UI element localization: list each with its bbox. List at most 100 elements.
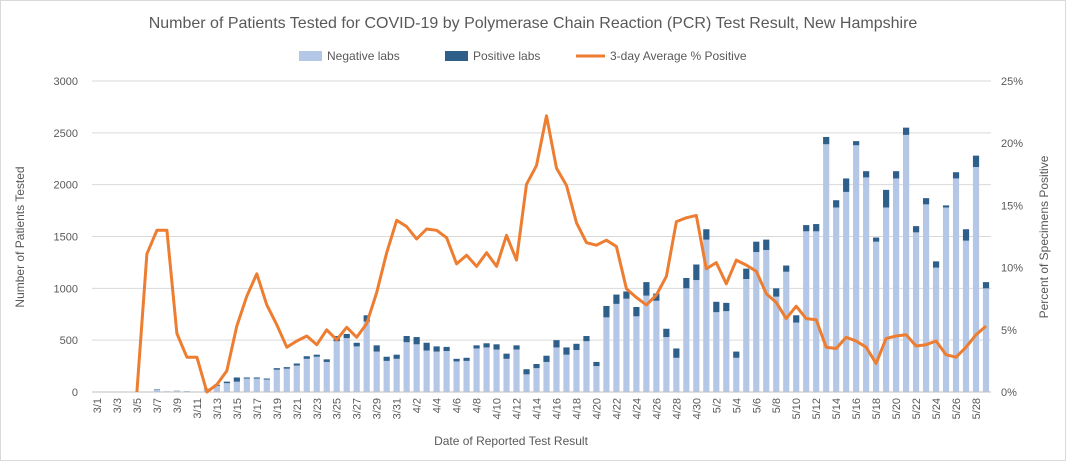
bar-positive (373, 345, 380, 352)
bar-positive (543, 355, 550, 362)
bar-positive (613, 294, 620, 304)
bar-positive (893, 171, 900, 179)
bar-positive (553, 340, 560, 348)
bar-positive (513, 345, 520, 350)
x-tick-label: 5/8 (771, 398, 783, 413)
bar-positive (902, 127, 910, 135)
x-tick-label: 5/20 (891, 398, 903, 419)
bar-positive (533, 364, 540, 369)
x-tick-label: 5/6 (751, 398, 763, 413)
bar-negative (273, 369, 280, 392)
bar-positive (503, 353, 510, 359)
x-axis-title: Date of Reported Test Result (434, 434, 589, 448)
bar-positive (773, 288, 780, 297)
bar-negative (663, 337, 670, 392)
bar-positive (843, 178, 850, 192)
bar-negative (853, 145, 860, 392)
y-axis-right-title: Percent of Specimens Positive (1037, 155, 1051, 318)
x-tick-label: 3/13 (212, 398, 224, 419)
bar-positive (962, 229, 970, 241)
bar-positive (343, 333, 350, 339)
bar-positive (813, 224, 820, 232)
bar-negative (942, 207, 950, 392)
bar-positive (453, 358, 460, 362)
x-tick-label: 5/4 (731, 398, 743, 413)
x-tick-label: 4/20 (591, 398, 603, 419)
bar-negative (353, 346, 360, 392)
bar-negative (413, 344, 420, 392)
bar-negative (583, 341, 590, 392)
bar-positive (243, 377, 250, 379)
bar-negative (263, 379, 270, 392)
y2-tick-label: 0% (1001, 387, 1017, 399)
y2-tick-label: 10% (1001, 263, 1023, 275)
bar-positive (863, 171, 870, 178)
legend-label-positive: Positive labs (473, 49, 540, 63)
bar-negative (912, 232, 920, 392)
bar-positive (153, 389, 161, 390)
bar-positive (313, 354, 320, 357)
bar-negative (813, 231, 820, 392)
bar-positive (932, 261, 940, 268)
bar-positive (803, 225, 810, 232)
bar-positive (663, 328, 670, 338)
bar-positive (323, 359, 330, 362)
bar-positive (823, 136, 830, 145)
y-tick-label: 2000 (54, 180, 78, 192)
bar-positive (853, 141, 860, 146)
x-tick-label: 4/8 (472, 398, 484, 413)
x-tick-label: 5/14 (831, 398, 843, 419)
bar-negative (303, 358, 310, 392)
bar-negative (173, 390, 181, 392)
bar-positive (873, 237, 880, 242)
x-tick-label: 5/26 (951, 398, 963, 419)
bar-negative (543, 361, 550, 392)
x-tick-label: 4/10 (492, 398, 504, 419)
y-tick-label: 500 (60, 335, 78, 347)
x-tick-label: 3/1 (92, 398, 104, 413)
bar-negative (972, 167, 980, 392)
bar-positive (793, 315, 800, 323)
bar-negative (313, 356, 320, 392)
x-tick-label: 4/30 (691, 398, 703, 419)
bar-negative (213, 385, 220, 392)
x-tick-label: 3/27 (352, 398, 364, 419)
bar-positive (753, 241, 760, 253)
bar-negative (373, 351, 380, 392)
bar-negative (843, 191, 850, 392)
y-tick-label: 2500 (54, 128, 78, 140)
bar-negative (833, 207, 840, 392)
bar-negative (573, 350, 580, 392)
bar-series (153, 127, 990, 392)
x-tick-label: 3/5 (132, 398, 144, 413)
bar-positive (912, 226, 920, 233)
x-tick-label: 4/22 (611, 398, 623, 419)
x-tick-label: 5/18 (871, 398, 883, 419)
bar-positive (673, 348, 680, 358)
x-tick-label: 4/4 (432, 398, 444, 413)
bar-positive (623, 291, 630, 299)
bar-negative (793, 322, 800, 392)
bar-negative (863, 177, 870, 392)
bar-positive (583, 336, 590, 342)
bar-negative (733, 357, 740, 392)
bar-positive (393, 354, 400, 359)
bar-positive (413, 337, 420, 345)
x-tick-label: 5/28 (971, 398, 983, 419)
bar-positive (972, 155, 980, 168)
bar-negative (633, 316, 640, 392)
x-tick-label: 4/2 (412, 398, 424, 413)
y-tick-label: 3000 (54, 76, 78, 88)
bar-positive (763, 239, 770, 250)
bar-negative (393, 358, 400, 392)
x-tick-label: 4/18 (571, 398, 583, 419)
bar-negative (463, 360, 470, 392)
x-tick-label: 5/24 (931, 398, 943, 419)
bar-positive (633, 306, 640, 317)
bar-positive (283, 367, 290, 369)
y-tick-label: 1500 (54, 232, 78, 244)
bar-negative (962, 240, 970, 392)
bar-positive (473, 345, 480, 349)
bar-positive (942, 205, 950, 208)
bar-positive (483, 343, 490, 348)
